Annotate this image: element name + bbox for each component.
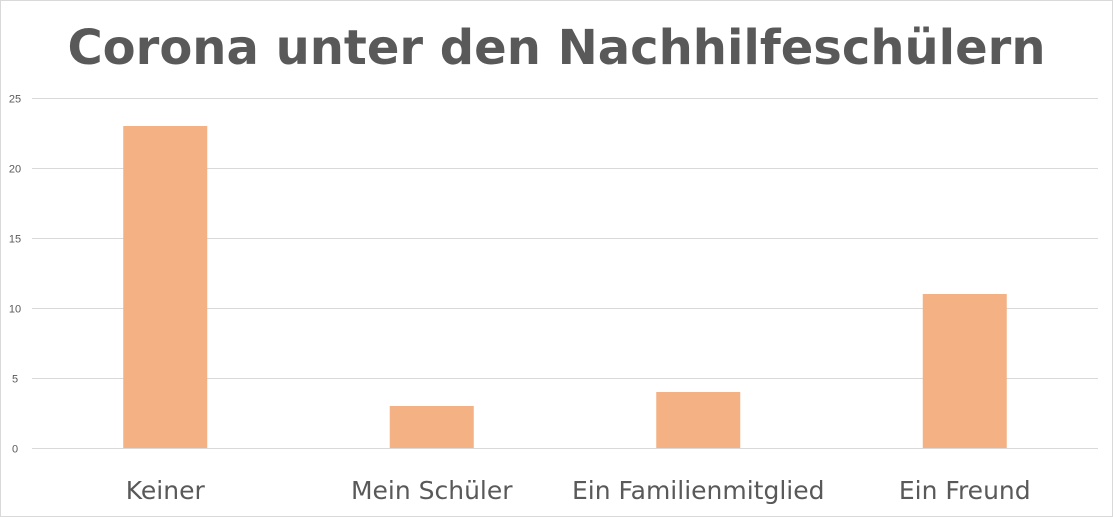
y-tick-label: 0 — [12, 444, 18, 456]
category-label: Mein Schüler — [351, 476, 513, 505]
y-tick-label: 20 — [9, 164, 21, 176]
category-label: Ein Familienmitglied — [572, 476, 824, 505]
bar — [656, 392, 741, 448]
y-tick-label: 5 — [12, 374, 18, 386]
y-tick-label: 15 — [9, 234, 21, 246]
category-label: Ein Freund — [899, 476, 1031, 505]
y-tick-label: 10 — [9, 304, 21, 316]
y-tick-label: 25 — [9, 94, 21, 106]
category-label: Keiner — [126, 476, 206, 505]
bar — [123, 126, 208, 448]
bar — [389, 406, 474, 448]
bar — [922, 294, 1007, 448]
chart-title: Corona unter den Nachhilfeschülern — [67, 20, 1046, 76]
